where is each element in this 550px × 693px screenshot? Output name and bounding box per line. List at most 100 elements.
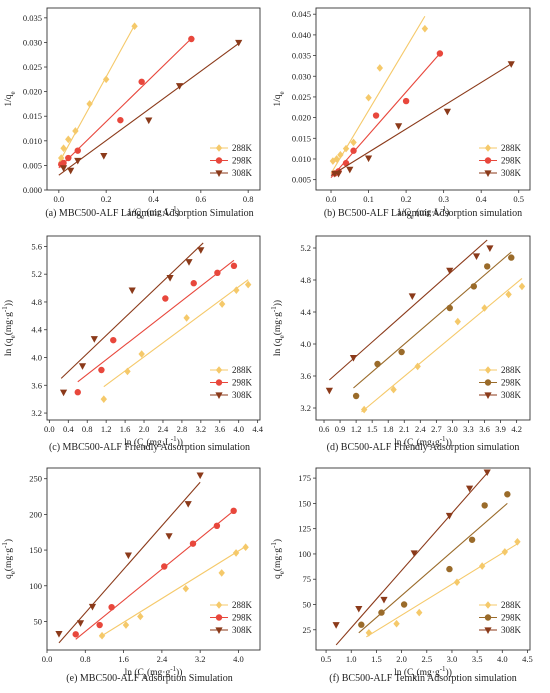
x-tick-label: 4.0	[233, 424, 244, 434]
plot-frame	[315, 7, 531, 191]
y-tick-label: 150	[298, 498, 311, 508]
data-point-288K	[72, 127, 79, 135]
data-point-308K	[235, 39, 243, 47]
x-axis-label: ln (Ce(mg·L-1))	[124, 435, 183, 451]
data-point-298K	[214, 269, 221, 276]
data-point-288K	[244, 280, 252, 289]
legend-marker-308K	[484, 392, 492, 399]
data-point-288K	[416, 608, 423, 617]
x-tick-label: 2.5	[421, 654, 432, 664]
data-point-308K	[165, 533, 173, 540]
y-tick-label: 200	[29, 509, 42, 519]
data-point-288K	[60, 144, 67, 152]
y-tick-label: 0.010	[23, 136, 42, 146]
data-point-308K	[145, 117, 153, 125]
x-tick-label: 4.2	[511, 424, 522, 434]
data-point-308K	[175, 83, 184, 90]
data-point-298K	[74, 147, 81, 154]
x-tick-label: 1.0	[346, 654, 357, 664]
data-point-288K	[65, 135, 72, 144]
chart-panel-3: 0.6 0.9 1.2 1.5 1.8 2.1 2.4 2.7 3.0 3.3 3.6 3.9 4.2 3…	[270, 235, 531, 453]
legend-label-298K: 298K	[232, 378, 253, 388]
x-tick-label: 3.0	[447, 424, 458, 434]
legend-label-308K: 308K	[501, 168, 522, 178]
data-point-288K	[138, 350, 145, 358]
legend-marker-308K	[484, 627, 492, 634]
data-point-298K	[190, 280, 197, 287]
x-tick-label: 2.1	[399, 424, 410, 434]
x-tick-label: 0.4	[63, 424, 74, 434]
data-point-288K	[183, 314, 190, 322]
data-point-308K	[185, 259, 193, 266]
y-axis-label: qe(mg·g-1)	[1, 539, 17, 579]
legend-label-288K: 288K	[232, 600, 253, 610]
x-axis-label: ln (Ce(mg·g-1))	[394, 435, 452, 451]
data-point-288K	[342, 144, 350, 153]
data-point-308K	[334, 170, 343, 178]
y-axis-label: 1/qe	[273, 91, 286, 106]
x-tick-label: 4.0	[233, 654, 244, 664]
legend-marker-298K	[215, 614, 223, 621]
legend-label-298K: 298K	[232, 613, 253, 623]
y-tick-label: 4.4	[300, 307, 311, 317]
data-point-298K	[352, 392, 360, 400]
data-point-298K	[470, 283, 478, 290]
legend-label-308K: 308K	[232, 168, 253, 178]
legend-label-288K: 288K	[501, 143, 522, 153]
data-point-308K	[410, 550, 418, 557]
data-point-308K	[465, 485, 474, 493]
data-point-288K	[376, 64, 384, 72]
data-point-308K	[346, 166, 354, 174]
x-tick-label: 0.0	[326, 194, 337, 204]
panel-caption: (c) MBC500-ALF Friendly Adsorption simul…	[49, 442, 250, 453]
data-point-288K	[124, 367, 131, 376]
legend-label-288K: 288K	[232, 365, 253, 375]
data-point-288K	[58, 154, 65, 162]
data-point-298K	[72, 631, 79, 638]
data-point-308K	[332, 622, 340, 629]
x-tick-label: 0.8	[80, 654, 91, 664]
legend-label-288K: 288K	[501, 365, 522, 375]
data-point-308K	[76, 620, 85, 627]
plot-frame	[46, 467, 261, 651]
y-tick-label: 0.045	[292, 9, 311, 19]
y-tick-label: 3.2	[300, 403, 311, 413]
y-tick-label: 25	[303, 625, 312, 635]
legend-marker-288K	[215, 366, 223, 374]
x-axis-label: ln (Ce(mg·g-1))	[125, 665, 183, 681]
data-point-298K	[161, 563, 168, 570]
legend-marker-308K	[215, 627, 223, 634]
x-tick-label: 4.0	[497, 654, 508, 664]
x-tick-label: 0.2	[401, 194, 412, 204]
fit-line-298K	[77, 259, 235, 383]
data-point-308K	[325, 387, 333, 395]
fit-line-288K	[99, 546, 246, 638]
data-point-288K	[454, 317, 461, 326]
data-point-288K	[481, 304, 488, 312]
data-point-288K	[360, 405, 368, 414]
legend-marker-298K	[215, 379, 223, 386]
data-point-288K	[218, 569, 225, 577]
fit-line-288K	[58, 24, 136, 164]
fit-line-298K	[330, 53, 441, 178]
data-point-288K	[100, 395, 107, 403]
data-point-288K	[242, 543, 249, 552]
data-point-308K	[128, 287, 136, 295]
data-point-298K	[65, 154, 72, 162]
x-tick-label: 0.4	[476, 194, 487, 204]
x-tick-label: 0.0	[54, 194, 65, 204]
y-tick-label: 0.000	[23, 185, 42, 195]
data-point-298K	[162, 295, 169, 302]
data-point-298K	[398, 348, 405, 356]
x-tick-label: 0.2	[101, 194, 112, 204]
fit-line-298K	[75, 510, 235, 640]
legend-marker-298K	[215, 157, 223, 164]
legend-label-298K: 298K	[501, 156, 522, 166]
data-point-298K	[508, 254, 515, 261]
y-tick-label: 0.030	[23, 37, 42, 47]
y-axis-label: 1/qe	[4, 91, 17, 106]
x-tick-label: 2.8	[177, 424, 188, 434]
data-point-298K	[110, 336, 117, 344]
x-tick-label: 3.6	[214, 424, 225, 434]
x-tick-label: 3.5	[472, 654, 483, 664]
